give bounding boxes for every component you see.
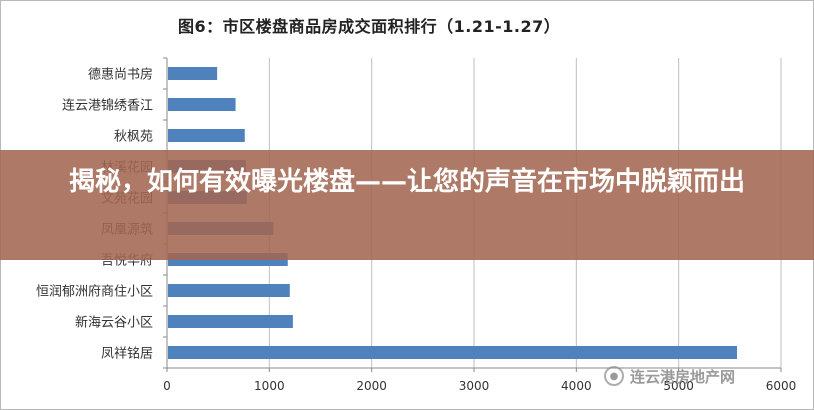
watermark: ● 连云港房地产网: [604, 364, 735, 388]
watermark-text: 连云港房地产网: [630, 367, 736, 386]
bar: [168, 346, 737, 359]
bar: [168, 284, 290, 297]
category-label: 连云港锦绣香江: [62, 98, 153, 114]
bar: [168, 67, 218, 80]
x-tick-label: 4000: [561, 379, 592, 393]
bar: [168, 129, 245, 142]
x-tick-label: 6000: [766, 379, 797, 393]
x-tick-label: 5000: [663, 379, 694, 393]
bar: [168, 98, 236, 111]
x-tick-label: 2000: [356, 379, 387, 393]
bar: [168, 315, 293, 328]
wechat-icon: ●: [604, 366, 624, 386]
category-label: 凤祥铭居: [101, 347, 153, 362]
chart-title: 图6：市区楼盘商品房成交面积排行（1.21-1.27）: [178, 17, 561, 36]
x-tick-label: 3000: [459, 379, 490, 393]
category-label: 恒润郁洲府商住小区: [36, 285, 153, 300]
overlay-banner: [0, 150, 814, 260]
category-label: 秋枫苑: [114, 130, 153, 145]
x-tick-label: 0: [163, 379, 171, 393]
overlay-headline: 揭秘，如何有效曝光楼盘——让您的声音在市场中脱颖而出: [68, 167, 745, 197]
x-tick-label: 1000: [254, 379, 285, 393]
category-label: 新海云谷小区: [75, 315, 153, 331]
category-label: 德惠尚书房: [88, 67, 153, 83]
